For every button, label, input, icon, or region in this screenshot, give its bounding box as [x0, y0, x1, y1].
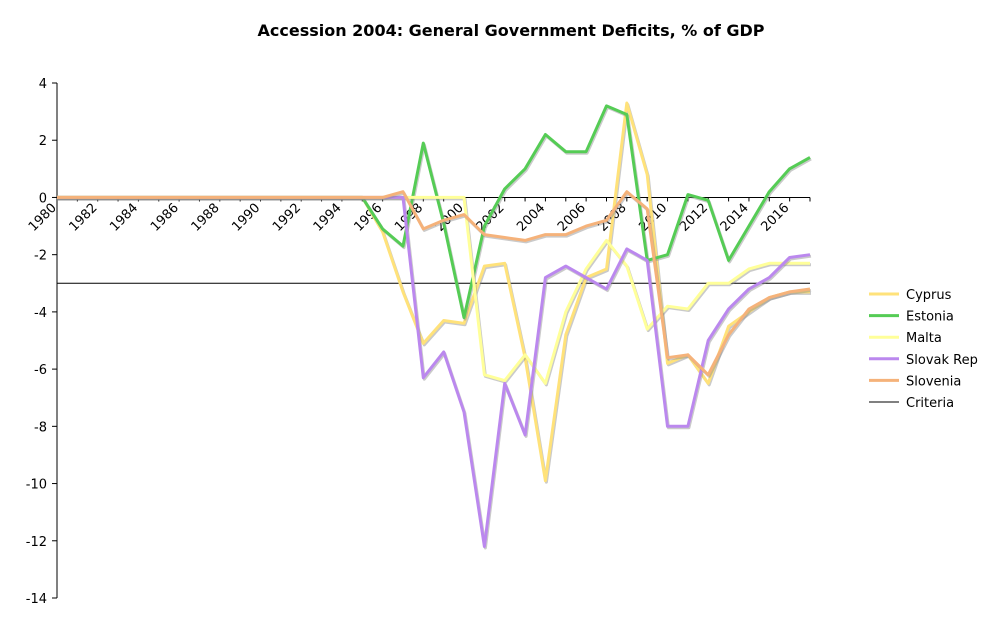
x-tick-label: 1990: [229, 201, 263, 235]
x-tick-label: 1992: [270, 201, 304, 235]
series-line-slovak-rep: [57, 195, 811, 548]
x-tick-label: 1988: [189, 201, 223, 235]
legend-label-cyprus: Cyprus: [906, 288, 952, 303]
y-tick-label: -10: [26, 478, 47, 493]
y-tick-label: 2: [39, 134, 47, 149]
series-line-cyprus: [57, 101, 810, 483]
series-group: [57, 101, 812, 550]
series-shadow-slovak-rep: [58, 197, 812, 550]
legend-label-slovak-rep: Slovak Rep: [906, 353, 978, 368]
y-tick-label: -14: [26, 592, 47, 607]
x-tick-label: 1982: [67, 201, 101, 235]
y-tick-label: -8: [34, 420, 47, 435]
x-tick-label: 2004: [514, 201, 548, 235]
y-tick-label: -12: [26, 535, 47, 550]
legend-label-estonia: Estonia: [906, 310, 954, 325]
y-tick-label: 4: [39, 77, 47, 92]
chart-title: Accession 2004: General Government Defic…: [257, 21, 764, 40]
series-line-slovenia: [57, 190, 811, 377]
legend-label-criteria: Criteria: [906, 396, 954, 411]
series-shadow-cyprus: [58, 103, 811, 484]
legend-label-slovenia: Slovenia: [906, 374, 961, 389]
y-tick-label: -6: [34, 363, 47, 378]
y-tick-label: 0: [39, 191, 47, 206]
legend: Cyprus Estonia Malta Slovak Rep Slovenia Crit…: [869, 288, 978, 411]
x-tick-label: 1986: [148, 201, 182, 235]
x-tick-label: 1980: [26, 201, 60, 235]
x-tick-label: 1984: [107, 201, 141, 235]
y-tick-label: -4: [34, 306, 47, 321]
x-tick-label: 1994: [311, 201, 345, 235]
legend-label-malta: Malta: [906, 331, 942, 346]
y-tick-label: -2: [34, 249, 47, 264]
